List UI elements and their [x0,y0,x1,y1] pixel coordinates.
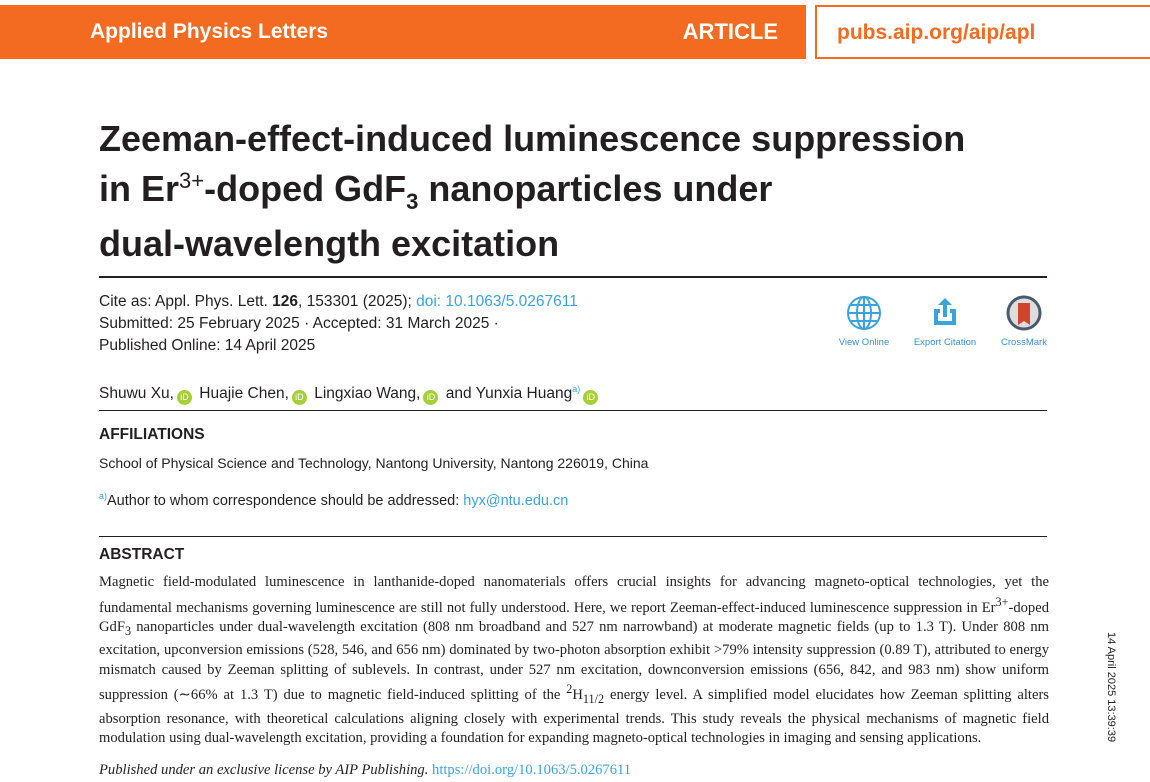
published-date: Published Online: 14 April 2025 [99,337,316,354]
license-doi-link[interactable]: https://doi.org/10.1063/5.0267611 [432,762,632,778]
article-type: ARTICLE [682,19,778,44]
orcid-icon[interactable]: iD [423,390,439,406]
globe-icon [847,296,881,330]
journal-name: Applied Physics Letters [90,20,329,43]
orcid-icon[interactable]: iD [291,390,307,406]
article-title: Zeeman-effect-induced luminescence suppr… [99,118,966,265]
orcid-icon[interactable]: iD [176,390,192,406]
abstract-heading: ABSTRACT [99,546,185,563]
crossmark-button[interactable]: CrossMark [984,295,1064,348]
divider [99,410,1047,411]
doi-link[interactable]: doi: 10.1063/5.0267611 [416,293,578,310]
export-citation-button[interactable]: Export Citation [905,295,985,348]
crossmark-label: CrossMark [1001,337,1047,348]
dates: Submitted: 25 February 2025 · Accepted: … [99,315,499,332]
citation-block: Cite as: Appl. Phys. Lett. 126, 153301 (… [99,293,578,354]
view-online-label: View Online [838,337,890,348]
affiliation: School of Physical Science and Technolog… [99,455,649,471]
journal-url[interactable]: pubs.aip.org/aip/apl [815,5,1150,59]
abstract-text: Magnetic field-modulated luminescence in… [99,574,1049,747]
export-citation-label: Export Citation [913,337,977,348]
correspondence: a)Author to whom correspondence should b… [99,491,569,509]
crossmark-icon [1006,295,1042,331]
license-note: Published under an exclusive license by … [99,762,632,778]
download-timestamp: 14 April 2025 13:39:39 [1105,632,1117,743]
orcid-icon[interactable]: iD [583,390,599,406]
journal-banner: Applied Physics Letters ARTICLE [0,5,806,59]
divider [99,536,1047,537]
journal-url-text[interactable]: pubs.aip.org/aip/apl [837,21,1036,44]
export-icon [934,298,956,325]
divider [99,276,1047,278]
view-online-button[interactable]: View Online [824,295,904,348]
email-link[interactable]: hyx@ntu.edu.cn [463,492,569,509]
affiliations-heading: AFFILIATIONS [99,426,205,443]
author-list: Shuwu Xu, iD Huajie Chen, iD Lingxiao Wang… [99,384,601,406]
